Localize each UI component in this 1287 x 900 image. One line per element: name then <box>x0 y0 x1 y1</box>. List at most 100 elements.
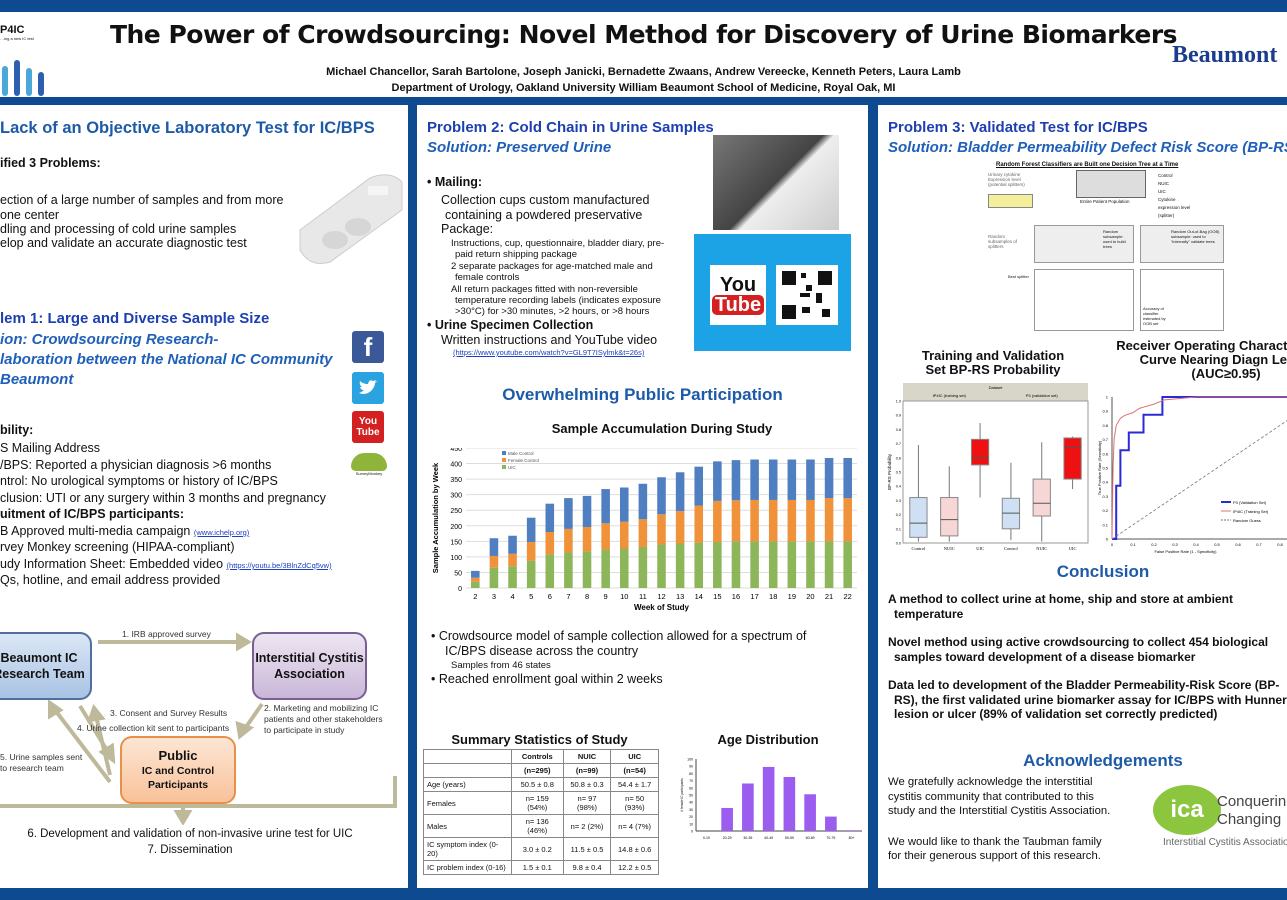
roc-curve <box>1111 420 1287 540</box>
tree-box <box>1034 269 1134 331</box>
y-axis-label: BP-RS Probability <box>887 453 892 490</box>
youtube-logo-text: Tube <box>711 295 765 315</box>
solution2-heading: Solution: Preserved Urine <box>427 139 612 156</box>
beaumont-logo: Beaumont <box>1172 42 1278 68</box>
table-cell: 14.8 ± 0.6 <box>610 837 659 861</box>
step2-label: 2. Marketing and mobilizing IC <box>264 703 379 713</box>
x-tick-label: 5 <box>529 592 533 601</box>
y-axis-label: True Positive Rate (Sensitivity) <box>1097 440 1102 495</box>
package-item: >30°C) for >30 minutes, >2 hours, or >8 … <box>455 306 650 317</box>
conclusion-line: lesion or ulcer (89% of validation set c… <box>894 707 1218 721</box>
qr-code-icon[interactable] <box>776 265 838 325</box>
y-tick-label: 1.0 <box>896 400 901 404</box>
y-tick-label: 250 <box>450 508 462 515</box>
bar-segment <box>843 457 852 499</box>
panel-header <box>903 383 1088 401</box>
table-cell: Females <box>423 791 512 815</box>
youtube-link[interactable]: (https://www.youtube.com/watch?v=GL9T7IS… <box>453 348 645 357</box>
p4ic-logo-text: P4IC <box>0 24 25 36</box>
ica-logo-text: Interstitial Cystitis Association <box>1163 837 1287 848</box>
bar-segment <box>564 498 573 529</box>
youtube-video-panel[interactable]: You Tube <box>694 234 851 351</box>
roc-curve <box>1112 396 1287 540</box>
bar-segment <box>619 487 629 522</box>
x-tick-label: 0.2 <box>1151 542 1157 547</box>
test-cassette-image <box>299 174 403 264</box>
conclusion-line: Novel method using active crowdsourcing … <box>888 635 1269 649</box>
y-tick-label: 90 <box>689 765 693 769</box>
table-row: Females n= 159 (54%) n= 97 (98%) n= 50 (93%… <box>423 791 659 815</box>
intro-heading: Lack of an Objective Laboratory Test for… <box>0 119 375 137</box>
y-tick-label: 0.5 <box>1102 466 1108 471</box>
bar-segment <box>750 459 759 500</box>
video-link[interactable]: (https://youtu.be/3BlnZdCq5vw) <box>226 561 332 570</box>
package-item: All return packages fitted with non-reve… <box>451 284 638 295</box>
box <box>1063 437 1082 480</box>
y-tick-label: 0.7 <box>1102 437 1108 442</box>
table-cell: 50.5 ± 0.8 <box>510 777 564 792</box>
bar-segment <box>526 560 536 588</box>
step2-label: to participate in study <box>264 725 345 735</box>
x-tick-label: 60-69 <box>806 836 815 840</box>
bar-segment <box>526 541 536 561</box>
conclusion-line: samples toward development of a disease … <box>894 649 1196 664</box>
twitter-icon[interactable] <box>352 372 384 404</box>
oob-label: Random Out-of-Bag (OOB) subsample: used … <box>1171 229 1220 244</box>
population-label: Entire Patient Population <box>1080 199 1130 204</box>
y-tick-label: 0.0 <box>896 542 901 546</box>
problems-label: ified 3 Problems: <box>0 156 101 170</box>
youtube-icon[interactable]: You Tube <box>352 411 384 443</box>
bar-segment <box>787 499 797 542</box>
recruitment-item: B Approved multi-media campaign (www.ich… <box>0 524 249 540</box>
y-tick-label: 200 <box>450 524 462 531</box>
mailing-label: • Mailing: <box>427 175 483 189</box>
bar-segment <box>787 541 797 588</box>
group-label: IP4IC (training set) <box>933 393 967 398</box>
bprs-boxplot-chart: Dataset IP4IC (training set) P3 (validatio… <box>887 383 1089 551</box>
table-n: (n=295) <box>510 763 564 778</box>
group-label: P3 (validation set) <box>1026 393 1059 398</box>
oob-tree-box: Accuracy of classifier estimated by OOB … <box>1140 269 1224 331</box>
x-tick-label: 80+ <box>849 836 855 840</box>
raised-hands-icon <box>2 60 44 96</box>
y-tick-label: 10 <box>689 822 693 826</box>
box <box>940 497 959 537</box>
problem-item: ection of a large number of samples and … <box>0 193 284 207</box>
bar-segment <box>750 541 759 588</box>
eligibility-item: clusion: UTI or any surgery within 3 mon… <box>0 491 326 505</box>
y-tick-label: 350 <box>450 477 462 484</box>
preserved-urine-kit-photo <box>713 135 839 230</box>
boxplot-title: Training and Validation Set BP-RS Probab… <box>883 349 1103 377</box>
x-tick-label: 10 <box>620 592 628 601</box>
surveymonkey-icon[interactable]: SurveyMonkey <box>348 453 390 481</box>
written-instructions: Written instructions and YouTube video <box>441 333 658 347</box>
youtube-icon-text: Tube <box>356 427 380 438</box>
ichelp-link[interactable]: (www.ichelp.org) <box>193 528 250 537</box>
problem-item: one center <box>0 208 60 222</box>
table-n: (n=54) <box>610 763 659 778</box>
bar-segment <box>750 499 759 542</box>
table-cell: IC problem index (0-16) <box>423 860 512 875</box>
facebook-icon[interactable]: f <box>352 331 384 363</box>
x-tick-label: 70-79 <box>826 836 835 840</box>
surveymonkey-text: SurveyMonkey <box>355 471 383 476</box>
conclusion-item: Data led to development of the Bladder P… <box>888 678 1287 722</box>
splitter-grid <box>988 194 1033 208</box>
bar-segment <box>508 566 517 588</box>
recruitment-item: udy Information Sheet: Embedded video (h… <box>0 557 332 573</box>
affiliation: Department of Urology, Oakland Universit… <box>391 82 896 94</box>
y-tick-label: 0.1 <box>1102 522 1108 527</box>
bar-segment <box>582 495 592 528</box>
recruitment-item: rvey Monkey screening (HIPAA-compliant) <box>0 540 235 554</box>
y-tick-label: 0.8 <box>896 428 901 432</box>
legend-swatch <box>502 465 506 469</box>
boxplot-title-text: Training and Validation Set BP-RS Probab… <box>921 348 1065 377</box>
y-tick-label: 0.8 <box>1102 423 1108 428</box>
youtube-logo[interactable]: You Tube <box>710 265 766 325</box>
legend-label: Female Control <box>508 458 539 463</box>
package-item: 2 separate packages for age-matched male… <box>451 261 653 272</box>
table-cell: 3.0 ± 0.2 <box>510 837 564 861</box>
collection-item: containing a powdered preservative <box>445 208 643 222</box>
y-tick-label: 0.6 <box>1102 451 1108 456</box>
y-tick-label: 0 <box>458 586 462 593</box>
